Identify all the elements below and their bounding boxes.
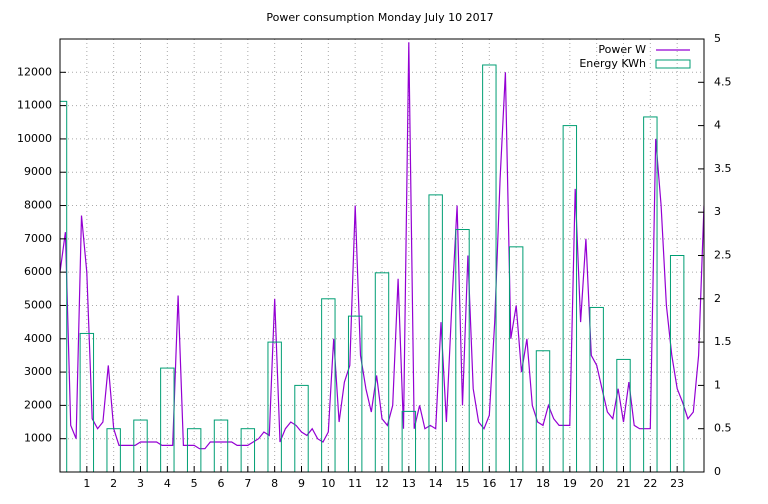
- x-tick-label: 23: [670, 477, 684, 490]
- x-tick-label: 18: [536, 477, 550, 490]
- x-tick-label: 8: [271, 477, 278, 490]
- y2-tick-label: 4: [714, 119, 721, 132]
- y2-tick-label: 2: [714, 292, 721, 305]
- energy-box: [267, 341, 282, 472]
- x-tick-label: 14: [429, 477, 443, 490]
- energy-box: [374, 272, 390, 472]
- chart-title: Power consumption Monday July 10 2017: [266, 11, 493, 24]
- y2-tick-label: 3: [714, 205, 721, 218]
- legend-label: Power W: [598, 43, 646, 56]
- y-tick-label: 9000: [24, 165, 52, 178]
- x-tick-label: 3: [137, 477, 144, 490]
- y-tick-label: 11000: [17, 99, 52, 112]
- x-tick-label: 1: [83, 477, 90, 490]
- energy-box: [240, 428, 256, 472]
- energy-box: [428, 194, 443, 472]
- x-tick-label: 13: [402, 477, 416, 490]
- y2-tick-label: 3.5: [714, 162, 732, 175]
- legend-swatch: [655, 59, 691, 69]
- x-tick-label: 21: [617, 477, 631, 490]
- x-tick-label: 6: [218, 477, 225, 490]
- x-tick-label: 10: [321, 477, 335, 490]
- y-tick-label: 6000: [24, 265, 52, 278]
- y2-tick-label: 2.5: [714, 249, 732, 262]
- energy-box: [347, 315, 363, 472]
- power-line: [60, 42, 704, 450]
- energy-box: [616, 358, 631, 472]
- x-tick-label: 11: [348, 477, 362, 490]
- energy-box: [213, 419, 229, 472]
- legend-label: Energy KWh: [579, 57, 646, 70]
- energy-box: [79, 332, 95, 472]
- energy-box: [186, 428, 202, 472]
- energy-box: [643, 116, 658, 472]
- x-tick-label: 20: [590, 477, 604, 490]
- y2-tick-label: 5: [714, 32, 721, 45]
- y-tick-label: 10000: [17, 132, 52, 145]
- y2-tick-label: 0.5: [714, 422, 732, 435]
- x-tick-label: 2: [110, 477, 117, 490]
- x-tick-label: 7: [244, 477, 251, 490]
- y-tick-label: 1000: [24, 432, 52, 445]
- x-tick-label: 19: [563, 477, 577, 490]
- y2-tick-label: 0: [714, 465, 721, 478]
- energy-box: [669, 255, 685, 472]
- energy-box: [455, 229, 470, 472]
- x-tick-label: 4: [164, 477, 171, 490]
- energy-box: [401, 410, 417, 472]
- x-tick-label: 17: [509, 477, 523, 490]
- y2-tick-label: 1.5: [714, 335, 732, 348]
- energy-box: [133, 419, 148, 472]
- x-tick-label: 15: [456, 477, 470, 490]
- y2-tick-label: 4.5: [714, 75, 732, 88]
- y-tick-label: 3000: [24, 365, 52, 378]
- energy-box: [535, 350, 551, 472]
- energy-box: [106, 428, 121, 472]
- y2-tick-label: 1: [714, 378, 721, 391]
- y-tick-label: 5000: [24, 298, 52, 311]
- y-tick-label: 12000: [17, 65, 52, 78]
- energy-box: [508, 246, 524, 472]
- y-tick-label: 8000: [24, 199, 52, 212]
- x-tick-label: 5: [191, 477, 198, 490]
- x-tick-label: 16: [482, 477, 496, 490]
- x-tick-label: 9: [298, 477, 305, 490]
- y-tick-label: 7000: [24, 232, 52, 245]
- labels: 1000200030004000500060007000800090001000…: [17, 32, 732, 490]
- y-tick-label: 4000: [24, 332, 52, 345]
- y-tick-label: 2000: [24, 398, 52, 411]
- x-tick-label: 22: [643, 477, 657, 490]
- x-tick-label: 12: [375, 477, 389, 490]
